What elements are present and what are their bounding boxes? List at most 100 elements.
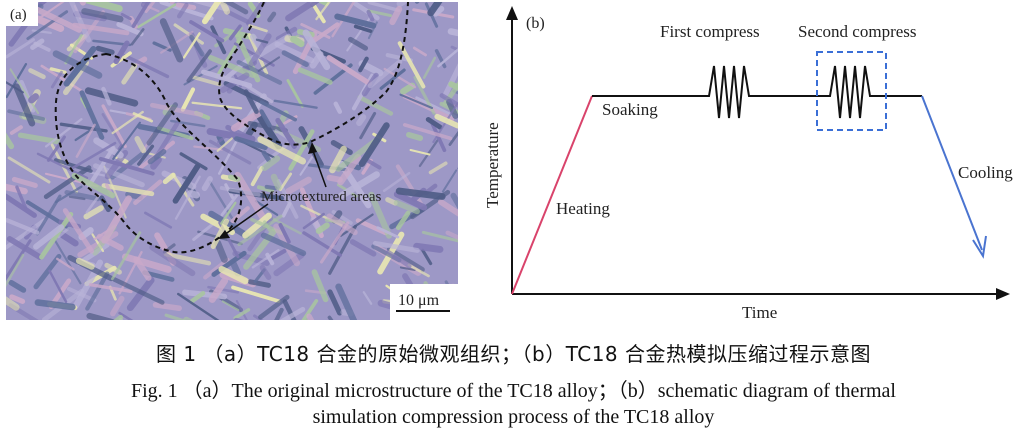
first-compress-label: First compress xyxy=(660,22,760,41)
microstructure-lath xyxy=(285,176,312,195)
microstructure-lath xyxy=(174,175,201,220)
microstructure-lath xyxy=(200,213,235,236)
microstructure-lath xyxy=(62,208,95,254)
microstructure-lath xyxy=(57,225,73,239)
process-schematic: (b) Temperature Time Heating Soaking Fir… xyxy=(470,0,1020,330)
microstructure-lath xyxy=(428,161,448,175)
microstructure-lath xyxy=(132,112,154,123)
microstructure-lath xyxy=(254,109,283,150)
microstructure-lath xyxy=(396,2,409,7)
microstructure-lath xyxy=(147,148,167,165)
microstructure-lath xyxy=(31,29,52,35)
microstructure-lath xyxy=(221,300,240,312)
microstructure-lath xyxy=(13,83,36,127)
microstructure-lath xyxy=(189,20,225,43)
microstructure-lath xyxy=(299,156,314,176)
microstructure-lath xyxy=(297,67,333,85)
schematic-svg: (b) Temperature Time Heating Soaking Fir… xyxy=(483,6,1013,322)
microstructure-lath xyxy=(6,183,28,195)
microstructure-lath xyxy=(265,252,275,266)
microstructure-lath xyxy=(356,114,367,127)
microstructure-lath xyxy=(437,34,458,68)
microstructure-lath xyxy=(357,95,394,116)
microstructure-lath xyxy=(425,117,443,130)
microstructure-lath xyxy=(46,135,66,162)
microstructure-lath xyxy=(6,63,28,99)
microstructure-lath xyxy=(110,295,125,317)
microstructure-lath xyxy=(306,313,319,320)
microstructure-lath xyxy=(111,110,144,135)
cooling-segment xyxy=(921,95,983,251)
microstructure-lath xyxy=(319,221,350,264)
microstructure-lath xyxy=(98,156,155,176)
microstructure-lath xyxy=(33,253,62,290)
second-compress-label: Second compress xyxy=(798,22,917,41)
microstructure-lath xyxy=(101,183,155,197)
microstructure-lath xyxy=(312,22,340,43)
microstructure-lath xyxy=(146,102,179,146)
microstructure-lath xyxy=(176,2,189,19)
microstructure-lath xyxy=(257,136,307,165)
microstructure-lath xyxy=(358,122,390,167)
microstructure-lath xyxy=(162,172,176,185)
microstructure-lath xyxy=(101,113,125,149)
microstructure-lath xyxy=(8,279,27,293)
microstructure-lath xyxy=(326,213,358,236)
y-axis-label: Temperature xyxy=(483,122,502,208)
microstructure-lath xyxy=(85,271,110,311)
microstructure-lath xyxy=(282,299,307,320)
microstructure-lath xyxy=(286,79,304,108)
microstructure-lath xyxy=(275,26,298,42)
microstructure-lath xyxy=(84,87,139,107)
microstructure-lath xyxy=(270,173,282,191)
microstructure-lath xyxy=(219,2,249,15)
microstructure-lath xyxy=(85,193,101,214)
panel-a-label-box xyxy=(6,2,38,26)
microstructure-lath xyxy=(448,98,458,146)
microstructure-lath xyxy=(48,269,68,303)
microstructure-lath xyxy=(362,291,373,305)
microstructure-lath xyxy=(243,83,274,104)
microstructure-lath xyxy=(421,248,433,266)
microstructure-lath xyxy=(182,32,201,59)
microstructure-lath xyxy=(418,139,439,168)
microstructure-lath xyxy=(214,239,228,263)
microstructure-lath xyxy=(186,49,212,83)
microstructure-lath xyxy=(6,218,40,235)
microstructure-lath xyxy=(9,294,26,304)
microstructure-lath xyxy=(63,45,97,87)
microstructure-lath xyxy=(79,90,105,140)
microstructure-lath xyxy=(39,212,74,260)
microtextured-boundary-left xyxy=(54,52,243,254)
microstructure-lath xyxy=(413,242,444,253)
microstructure-lath xyxy=(11,176,38,188)
microstructure-lath xyxy=(164,313,219,320)
microstructure-lath xyxy=(367,2,401,13)
microstructure-lath xyxy=(313,63,353,95)
microstructure-lath xyxy=(327,289,343,316)
microstructure-lath xyxy=(86,312,137,320)
microstructure-lath xyxy=(309,2,329,6)
microstructure-lath xyxy=(254,199,279,216)
microstructure-lath xyxy=(35,194,62,236)
microstructure-lath xyxy=(226,10,250,24)
microstructure-lath xyxy=(191,101,243,110)
microstructure-lath xyxy=(333,101,343,114)
microstructure-lath xyxy=(172,163,201,204)
microstructure-lath xyxy=(358,56,369,73)
microstructure-lath xyxy=(210,218,230,250)
x-axis-label: Time xyxy=(742,303,777,322)
microstructure-lath xyxy=(234,171,267,221)
microstructure-lath xyxy=(201,2,229,25)
microstructure-lath xyxy=(73,11,107,22)
microstructure-lath xyxy=(233,308,251,320)
microstructure-lath xyxy=(337,154,362,186)
microstructure-lath xyxy=(227,174,241,182)
microstructure-lath xyxy=(257,138,295,170)
microstructure-lath xyxy=(6,253,25,295)
microstructure-lath xyxy=(134,136,147,154)
microstructure-lath xyxy=(397,41,426,89)
microstructure-lath xyxy=(353,2,380,21)
microstructure-lath xyxy=(335,138,379,172)
microstructure-lath xyxy=(76,2,86,6)
